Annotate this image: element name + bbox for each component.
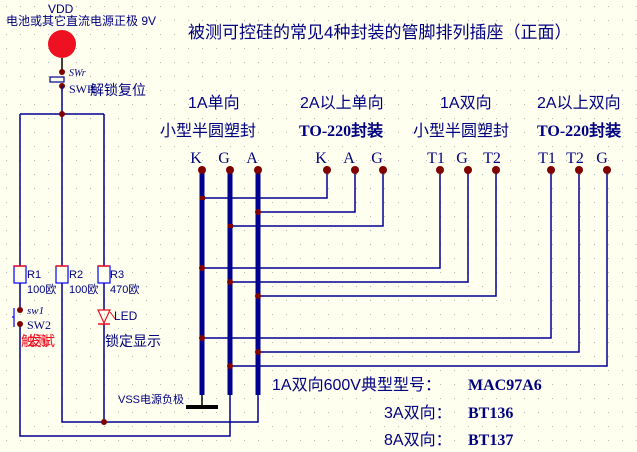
reset-switch bbox=[49, 76, 65, 83]
note-label: 1A双向600V典型型号： bbox=[272, 376, 441, 394]
svg-text:TO-220封装: TO-220封装 bbox=[537, 121, 621, 140]
pin-label: G bbox=[596, 150, 608, 167]
vdd-description: 电池或其它直流电源正极 9V bbox=[6, 13, 156, 28]
trigger-switch: sw1 SW2 bbox=[12, 305, 51, 332]
pin-label: T1 bbox=[427, 150, 445, 167]
vss-label: VSS电源负极 bbox=[118, 392, 184, 406]
svg-text:sw1: sw1 bbox=[27, 305, 44, 317]
socket-pin bbox=[226, 166, 234, 174]
note-model: BT137 bbox=[468, 432, 513, 449]
socket-pin bbox=[603, 166, 611, 174]
socket-pin bbox=[575, 166, 583, 174]
lock-indicator-label: 锁定显示 bbox=[105, 333, 161, 349]
svg-text:R3: R3 bbox=[110, 269, 124, 281]
pin-label: A bbox=[343, 150, 355, 167]
pin-label: K bbox=[315, 150, 327, 167]
pin-label: G bbox=[456, 150, 468, 167]
svg-text:TO-220封装: TO-220封装 bbox=[299, 121, 383, 140]
trigger-test-label: 触发测试 bbox=[21, 334, 55, 350]
note-model: MAC97A6 bbox=[468, 377, 542, 394]
pin-label: A bbox=[246, 150, 258, 167]
resistor-r1: R1 100欧 bbox=[13, 265, 56, 296]
socket-pin bbox=[547, 166, 555, 174]
package-2-heading: 2A以上单向 TO-220封装 bbox=[299, 94, 384, 140]
svg-text:SW2: SW2 bbox=[27, 318, 51, 332]
package-4-heading: 2A以上双向 TO-220封装 bbox=[537, 94, 621, 140]
bus-junctions bbox=[199, 196, 261, 369]
socket-pin bbox=[464, 166, 472, 174]
socket-pin bbox=[436, 166, 444, 174]
ground-symbol bbox=[186, 405, 218, 409]
note-label: 8A双向： bbox=[384, 431, 452, 449]
pin-label: T2 bbox=[566, 150, 584, 167]
pin-labels: K G A K A G T1 G T2 T1 T2 G bbox=[190, 150, 608, 167]
diagram-title: 被测可控硅的常见4种封装的管脚排列插座（正面） bbox=[188, 23, 571, 42]
svg-text:2A以上双向: 2A以上双向 bbox=[537, 94, 621, 112]
power-positive-terminal bbox=[48, 30, 76, 58]
svg-text:1A双向: 1A双向 bbox=[440, 94, 492, 112]
pin-label: T2 bbox=[483, 150, 501, 167]
pin-label: G bbox=[218, 150, 230, 167]
socket-pin bbox=[379, 166, 387, 174]
model-notes: 1A双向600V典型型号： MAC97A6 3A双向： BT136 8A双向： … bbox=[272, 376, 542, 449]
vdd-label: VDD bbox=[48, 2, 74, 16]
junction bbox=[101, 419, 107, 425]
svg-text:R2: R2 bbox=[69, 269, 83, 281]
swr-top-label: SWr bbox=[69, 68, 86, 79]
pin-label: G bbox=[371, 150, 383, 167]
svg-text:1A单向: 1A单向 bbox=[188, 94, 240, 112]
resistor-r2: R2 100欧 bbox=[55, 265, 98, 296]
socket-pins bbox=[198, 166, 611, 174]
svg-text:100欧: 100欧 bbox=[27, 283, 56, 296]
socket-pin bbox=[323, 166, 331, 174]
socket-pin bbox=[351, 166, 359, 174]
svg-text:R1: R1 bbox=[27, 269, 41, 281]
junction bbox=[59, 69, 65, 75]
svg-text:2A以上单向: 2A以上单向 bbox=[300, 94, 384, 112]
svg-text:小型半圆塑封: 小型半圆塑封 bbox=[160, 122, 256, 140]
socket-wires bbox=[202, 170, 608, 367]
led-indicator: LED bbox=[97, 309, 138, 325]
note-model: BT136 bbox=[468, 405, 513, 422]
svg-text:470欧: 470欧 bbox=[110, 283, 139, 296]
pin-label: T1 bbox=[538, 150, 556, 167]
socket-pin bbox=[198, 166, 206, 174]
socket-pin bbox=[254, 166, 262, 174]
junction bbox=[59, 111, 65, 117]
svg-text:小型半圆塑封: 小型半圆塑封 bbox=[413, 122, 509, 140]
reset-label: 解锁复位 bbox=[90, 82, 146, 98]
svg-text:LED: LED bbox=[114, 309, 138, 323]
package-3-heading: 1A双向 小型半圆塑封 bbox=[413, 94, 509, 140]
socket-pin bbox=[492, 166, 500, 174]
swr-bottom-label: SWR bbox=[69, 82, 95, 96]
pin-label: K bbox=[190, 150, 202, 167]
svg-text:100欧: 100欧 bbox=[69, 283, 98, 296]
resistor-r3: R3 470欧 bbox=[97, 265, 139, 296]
note-label: 3A双向： bbox=[384, 404, 452, 422]
package-1-heading: 1A单向 小型半圆塑封 bbox=[160, 94, 256, 140]
